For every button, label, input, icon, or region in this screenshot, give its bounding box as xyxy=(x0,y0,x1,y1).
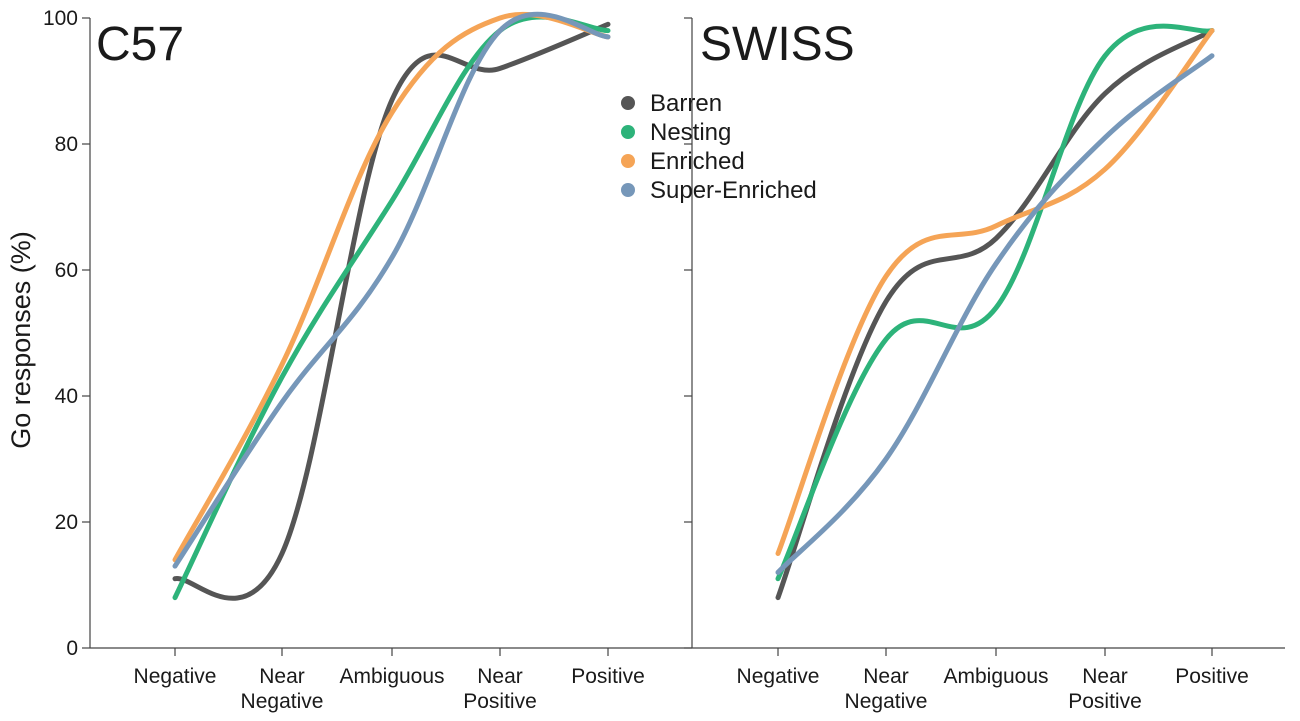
x-tick-label: Negative xyxy=(737,665,820,688)
x-tick-label: Ambiguous xyxy=(943,665,1048,688)
panel-title-c57: C57 xyxy=(96,18,184,71)
y-tick-label: 20 xyxy=(55,511,78,534)
legend: Barren Nesting Enriched Super-Enriched xyxy=(621,90,817,204)
series-line-enriched xyxy=(172,11,611,563)
y-tick-label: 60 xyxy=(55,259,78,282)
series-line-super-enriched xyxy=(775,53,1215,575)
legend-marker-super-enriched xyxy=(621,183,635,197)
series-line-barren xyxy=(172,21,611,601)
legend-label-super-enriched: Super-Enriched xyxy=(650,177,817,204)
y-axis-label: Go responses (%) xyxy=(6,231,36,449)
x-tick-label: Near xyxy=(477,665,523,688)
x-tick-label: Positive xyxy=(571,665,645,688)
y-tick-label: 40 xyxy=(55,385,78,408)
x-tick-label: Positive xyxy=(1175,665,1249,688)
legend-marker-barren xyxy=(621,96,635,110)
x-tick-label: Positive xyxy=(463,690,537,713)
legend-label-barren: Barren xyxy=(650,90,722,117)
x-tick-label: Negative xyxy=(241,690,324,713)
legend-label-nesting: Nesting xyxy=(650,119,731,146)
legend-marker-enriched xyxy=(621,154,635,168)
series-line-barren xyxy=(775,28,1215,601)
y-tick-label: 100 xyxy=(43,7,78,30)
y-tick-label: 80 xyxy=(55,133,78,156)
x-tick-label: Ambiguous xyxy=(339,665,444,688)
x-tick-label: Near xyxy=(863,665,909,688)
legend-marker-nesting xyxy=(621,125,635,139)
x-tick-label: Near xyxy=(1082,665,1128,688)
series-line-super-enriched xyxy=(172,11,611,569)
y-tick-label: 0 xyxy=(66,637,78,660)
x-tick-label: Positive xyxy=(1068,690,1142,713)
series-line-nesting xyxy=(775,23,1215,582)
series-line-enriched xyxy=(775,28,1215,556)
x-tick-label: Negative xyxy=(845,690,928,713)
x-tick-label: Near xyxy=(259,665,305,688)
x-tick-label: Negative xyxy=(134,665,217,688)
legend-label-enriched: Enriched xyxy=(650,148,745,175)
panel-title-swiss: SWISS xyxy=(700,18,855,71)
